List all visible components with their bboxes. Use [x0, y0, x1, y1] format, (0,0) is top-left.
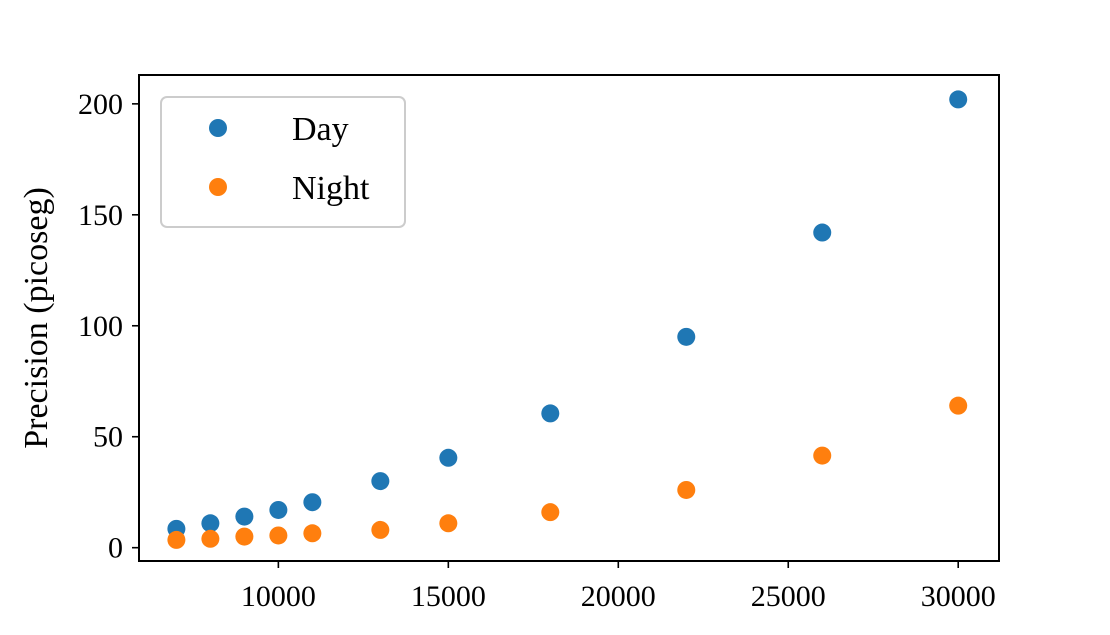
data-point-night — [949, 396, 968, 415]
data-point-night — [677, 480, 696, 499]
data-point-night — [201, 529, 220, 548]
y-tick-label: 0 — [108, 532, 123, 565]
data-point-day — [235, 507, 254, 526]
data-point-night — [439, 514, 458, 533]
data-point-night — [813, 446, 832, 465]
data-point-night — [235, 527, 254, 546]
data-point-day — [439, 448, 458, 467]
data-points — [167, 90, 968, 549]
data-point-day — [813, 223, 832, 242]
legend-label-night: Night — [292, 170, 370, 207]
x-tick-label: 15000 — [411, 580, 486, 613]
x-tick-label: 30000 — [921, 580, 996, 613]
y-tick-label: 100 — [78, 310, 123, 343]
data-point-night — [269, 526, 288, 545]
y-tick-label: 50 — [93, 421, 123, 454]
y-tick-label: 200 — [78, 88, 123, 121]
data-point-day — [269, 500, 288, 519]
legend-label-day: Day — [292, 111, 349, 148]
legend-marker-night — [209, 178, 227, 196]
data-point-night — [303, 524, 322, 543]
data-point-night — [541, 503, 560, 522]
y-tick-label: 150 — [78, 199, 123, 232]
legend-marker-day — [209, 119, 227, 137]
x-tick-label: 10000 — [241, 580, 316, 613]
series-night — [167, 396, 968, 549]
legend-box — [160, 96, 406, 228]
data-point-night — [371, 520, 390, 539]
data-point-day — [371, 472, 390, 491]
legend: Day Night — [160, 96, 406, 228]
data-point-night — [167, 530, 186, 549]
data-point-day — [201, 514, 220, 533]
data-point-day — [949, 90, 968, 109]
y-axis-label: Precision (picoseg) — [18, 187, 55, 449]
data-point-day — [541, 404, 560, 423]
x-axis-ticks: 10000 15000 20000 25000 30000 — [241, 561, 996, 613]
data-point-day — [303, 493, 322, 512]
x-tick-label: 20000 — [581, 580, 656, 613]
x-tick-label: 25000 — [751, 580, 826, 613]
plot-frame — [138, 74, 1000, 562]
data-point-day — [677, 327, 696, 346]
y-axis-ticks: 0 50 100 150 200 — [78, 88, 139, 565]
